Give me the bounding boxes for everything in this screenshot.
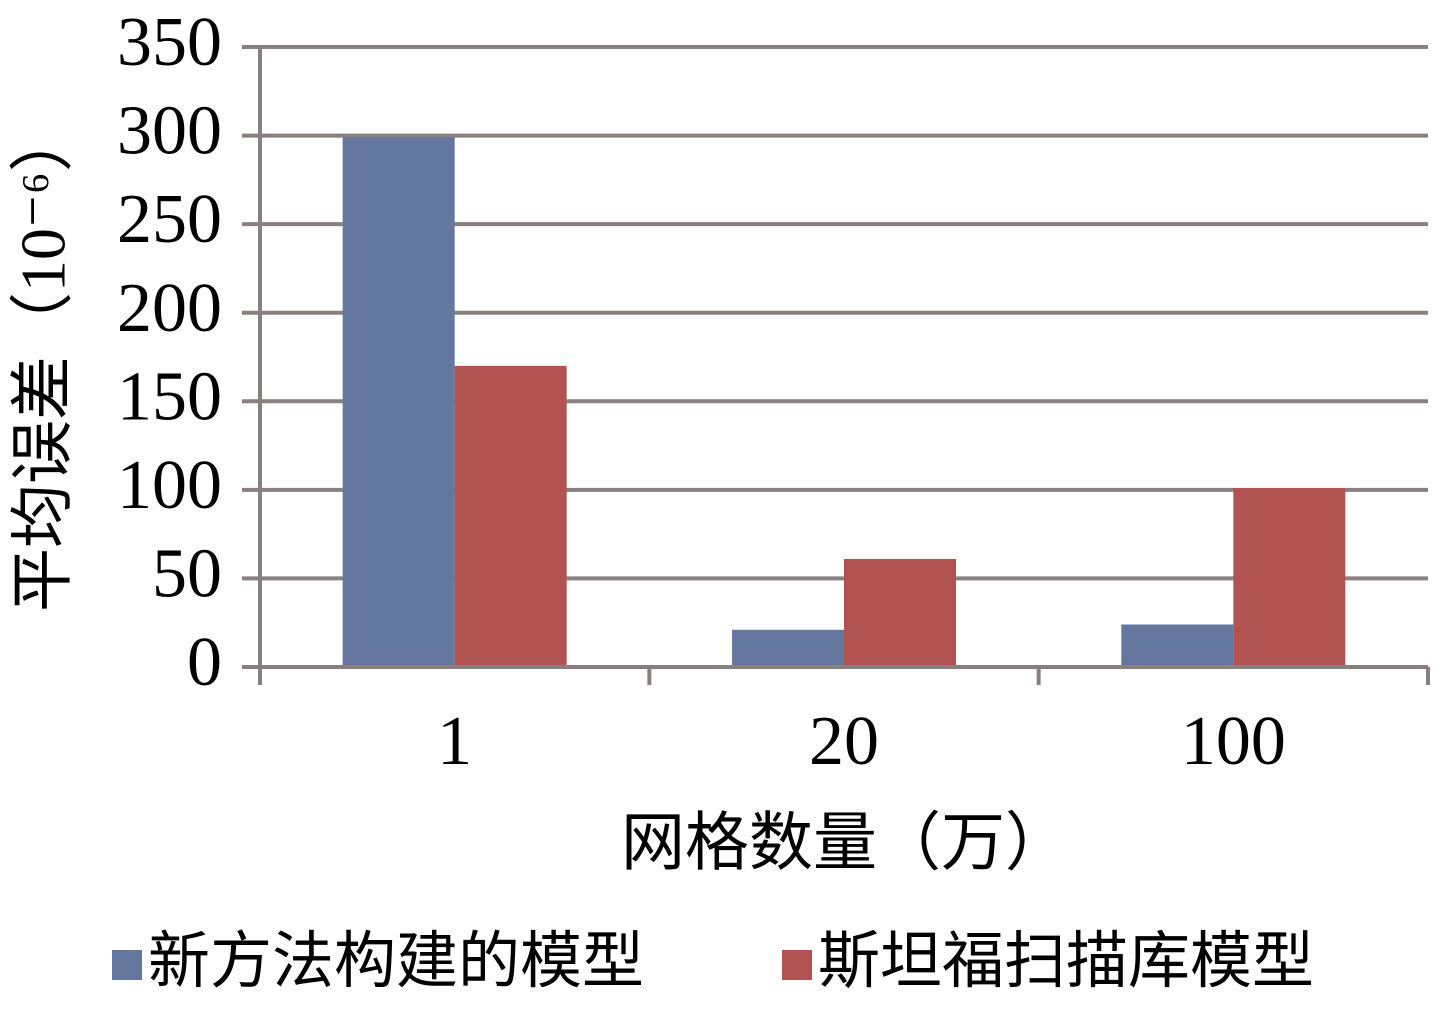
bar-new-method-100 (1121, 624, 1234, 667)
legend-label: 斯坦福扫描库模型 (818, 928, 1314, 996)
legend: 新方法构建的模型 斯坦福扫描库模型 (112, 928, 1314, 996)
bar-stanford-20 (844, 558, 956, 667)
legend-swatch (782, 950, 812, 980)
y-tick-label: 100 (117, 447, 222, 524)
bar-new-method-1 (342, 137, 455, 668)
y-tick-label: 250 (117, 181, 222, 258)
axes (242, 45, 1430, 685)
y-tick-label: 350 (117, 4, 222, 81)
x-tick-label: 1 (437, 703, 472, 780)
y-tick-labels: 0 50 100 150 200 250 300 350 (117, 4, 222, 701)
bar-stanford-1 (454, 365, 567, 667)
y-axis-title: 平均误差（10⁻⁶） (8, 108, 79, 612)
bar-stanford-100 (1233, 488, 1346, 667)
y-tick-label: 300 (117, 93, 222, 170)
legend-label: 新方法构建的模型 (148, 928, 644, 996)
x-tick-label: 20 (809, 703, 879, 780)
y-tick-label: 150 (117, 358, 222, 435)
y-tick-label: 0 (187, 624, 222, 701)
y-tick-label: 50 (152, 535, 222, 612)
bars (342, 137, 1346, 668)
y-tick-label: 200 (117, 270, 222, 347)
bar-new-method-20 (732, 629, 844, 667)
x-tick-labels: 1 20 100 (437, 703, 1286, 780)
legend-swatch (112, 950, 142, 980)
x-tick-label: 100 (1181, 703, 1286, 780)
x-axis-title: 网格数量（万） (621, 808, 1069, 879)
